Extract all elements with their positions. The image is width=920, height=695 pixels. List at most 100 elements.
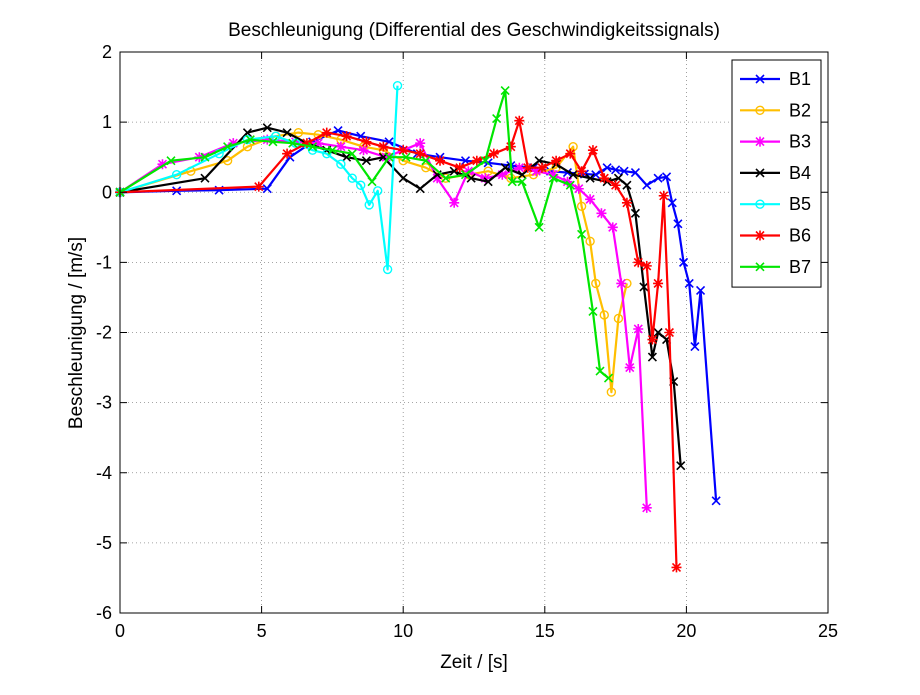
data-point-b1 <box>673 219 683 229</box>
data-point-b1 <box>684 278 694 288</box>
data-point-b2 <box>585 236 595 247</box>
data-point-b6 <box>610 180 621 191</box>
data-point-b5 <box>364 200 374 210</box>
data-point-b6 <box>551 155 562 166</box>
data-point-b1 <box>653 173 663 183</box>
data-point-b1 <box>262 184 272 194</box>
data-point-b7 <box>308 142 318 152</box>
data-point-b1 <box>662 172 672 182</box>
data-point-b4 <box>398 173 408 183</box>
data-point-b1 <box>667 198 677 208</box>
data-point-b2 <box>591 278 601 289</box>
data-point-b1 <box>630 168 640 178</box>
data-point-b6 <box>536 162 547 173</box>
data-point-b1 <box>611 165 621 175</box>
data-point-b6 <box>454 162 465 173</box>
series-line-b7 <box>119 89 610 379</box>
data-point-b6 <box>321 127 332 138</box>
legend-item-b1: B1 <box>740 69 811 89</box>
series-line-b5 <box>119 85 399 271</box>
tick-layer: 0 5 10 15 20 25 -6 -5 -4 -3 -2 -1 0 1 2 <box>96 42 838 641</box>
legend-item-b4: B4 <box>740 163 811 183</box>
data-point-b3 <box>573 183 584 194</box>
data-point-b3 <box>432 173 443 184</box>
data-point-b4 <box>262 123 272 133</box>
data-point-b2 <box>606 387 617 397</box>
legend-marker <box>755 199 765 209</box>
data-point-b3 <box>262 134 273 145</box>
data-point-b7 <box>565 180 575 190</box>
data-point-b3 <box>514 162 525 173</box>
data-point-b3 <box>228 138 239 149</box>
data-point-b3 <box>531 166 542 177</box>
legend-label: B6 <box>789 226 811 246</box>
data-point-b7 <box>588 306 598 317</box>
legend-label: B1 <box>789 69 811 89</box>
legend-marker <box>755 136 765 147</box>
data-point-b3 <box>548 169 559 180</box>
legend-marker <box>755 74 765 84</box>
y-tick-label: 2 <box>102 42 112 62</box>
data-point-b6 <box>378 141 389 152</box>
data-point-b1 <box>602 163 612 173</box>
data-point-b1 <box>711 496 721 506</box>
legend-item-b5: B5 <box>740 194 811 214</box>
data-point-b7 <box>347 149 357 159</box>
legend-label: B2 <box>789 100 811 120</box>
data-point-b4 <box>647 352 657 362</box>
y-tick-label: -5 <box>96 533 112 553</box>
data-point-b6 <box>576 166 587 177</box>
data-point-b4 <box>630 208 640 218</box>
data-point-b1 <box>695 285 706 295</box>
data-point-b6 <box>599 173 610 184</box>
data-point-b4 <box>242 128 253 138</box>
data-point-b7 <box>288 138 298 148</box>
data-point-b6 <box>647 334 658 345</box>
data-point-b4 <box>676 461 686 471</box>
grid-layer <box>120 52 828 613</box>
data-point-b7 <box>441 173 451 183</box>
data-point-b6 <box>633 257 644 268</box>
y-tick-label: -1 <box>96 252 112 272</box>
data-point-b7 <box>492 114 502 124</box>
data-point-b2 <box>421 163 431 173</box>
data-point-b7 <box>268 137 278 147</box>
x-tick-label: 20 <box>676 621 696 641</box>
data-point-b3 <box>290 136 301 147</box>
data-point-b3 <box>624 362 635 373</box>
y-tick-label: 1 <box>102 112 112 132</box>
data-point-b7 <box>384 152 394 162</box>
series-b6 <box>115 115 682 573</box>
data-point-b6 <box>471 155 482 166</box>
data-point-b4 <box>449 166 459 176</box>
data-point-b2 <box>599 310 609 320</box>
data-point-b3 <box>335 141 346 152</box>
data-point-b4 <box>568 170 578 180</box>
data-point-b5 <box>392 80 403 91</box>
data-point-b5 <box>271 131 281 141</box>
data-point-b6 <box>415 148 426 159</box>
data-point-b3 <box>616 278 627 289</box>
data-point-b6 <box>488 148 499 159</box>
legend-item-b6: B6 <box>740 226 811 246</box>
legend-label: B7 <box>789 257 811 277</box>
data-point-b6 <box>301 138 312 149</box>
legend: B1 B2 B3 B4 B5 B6 B7 <box>731 59 822 288</box>
x-tick-label: 15 <box>535 621 555 641</box>
data-point-b4 <box>341 152 352 162</box>
data-point-b6 <box>361 136 372 147</box>
data-point-b6 <box>565 148 576 159</box>
data-point-b4 <box>415 184 425 194</box>
legend-item-b3: B3 <box>740 132 811 152</box>
y-tick-label: -2 <box>96 323 112 343</box>
data-point-b7 <box>166 156 176 166</box>
data-point-b3 <box>607 222 618 233</box>
data-point-b5 <box>382 264 393 275</box>
data-point-b6 <box>653 278 664 289</box>
data-point-b5 <box>336 159 346 169</box>
data-point-b4 <box>361 156 371 166</box>
data-point-b7 <box>534 222 544 232</box>
data-point-b4 <box>483 177 493 187</box>
data-point-b7 <box>401 152 411 162</box>
data-point-b1 <box>619 166 629 176</box>
